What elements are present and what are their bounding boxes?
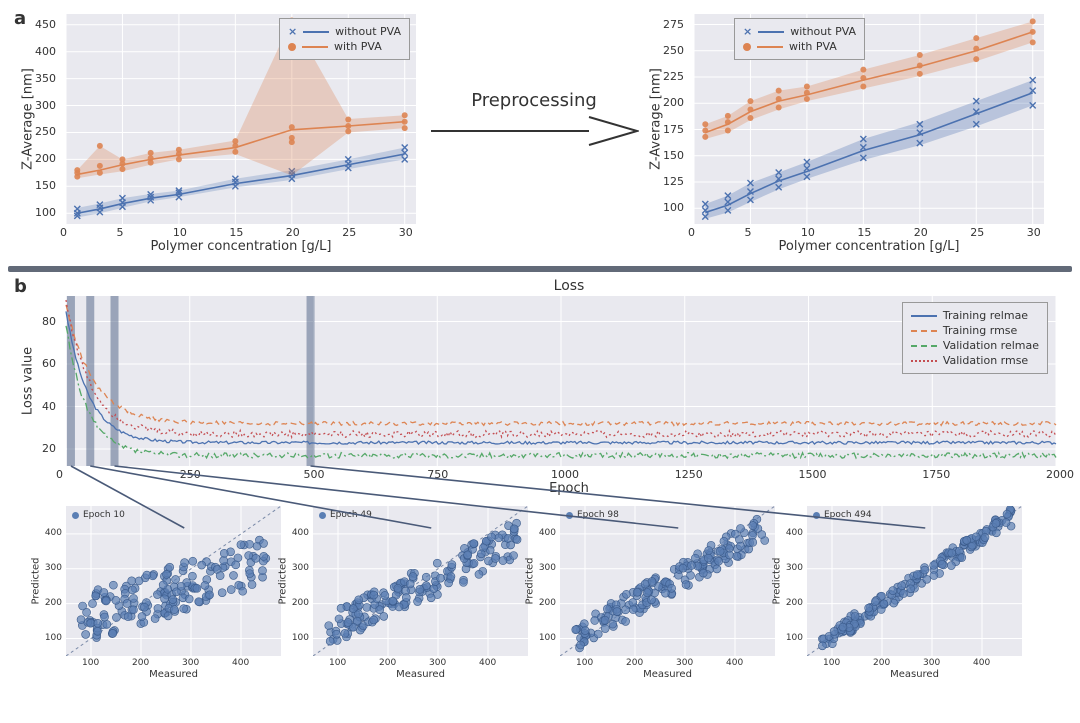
ylabel-a-right: Z-Average [nm] [649,68,664,170]
xlabel-a-right: Polymer concentration [g/L] [779,239,960,254]
arrow-label: Preprocessing [471,90,597,111]
scatter-panel: Epoch 98PredictedMeasured100100200200300… [560,506,775,656]
panel-b-label: b [14,276,27,297]
scatter-epoch-label: Epoch 10 [72,510,125,520]
legend-item: Training rmse [911,324,1039,337]
legend-item: ×without PVA [288,25,401,38]
legend-a-left: ×without PVA with PVA [279,18,410,60]
panel-b: b Loss Training relmae Training rmse Valid… [8,278,1072,656]
loss-title: Loss [66,278,1072,294]
loss-chart: Training relmae Training rmse Validation r… [66,296,1072,466]
scatter-ylabel: Predicted [278,558,289,605]
scatter-ylabel: Predicted [772,558,783,605]
panel-a-row: a ×without PVA with PVA Z-Average [nm] Po… [8,8,1072,258]
legend-item: Validation relmae [911,339,1039,352]
legend-item: ×without PVA [743,25,856,38]
legend-loss: Training relmae Training rmse Validation r… [902,302,1048,374]
ylabel-a-left: Z-Average [nm] [21,68,36,170]
scatter-row: Epoch 10PredictedMeasured100100200200300… [66,506,1072,656]
panel-a-label: a [14,8,26,29]
arrow-icon [429,113,639,149]
ylabel-loss: Loss value [21,347,36,415]
panel-a-right-chart: ×without PVAwith PVA Z-Average [nm] Poly… [694,14,1044,224]
scatter-ylabel: Predicted [525,558,536,605]
xlabel-loss: Epoch [549,481,589,496]
scatter-xlabel: Measured [643,669,692,680]
panel-divider [8,266,1072,272]
panel-a-left-chart: ×without PVAwith PVA Z-Average [nm] Poly… [66,14,416,224]
scatter-epoch-label: Epoch 494 [813,510,872,520]
scatter-epoch-label: Epoch 49 [319,510,372,520]
scatter-panel: Epoch 494PredictedMeasured10010020020030… [807,506,1022,656]
scatter-xlabel: Measured [396,669,445,680]
figure: a ×without PVA with PVA Z-Average [nm] Po… [8,8,1072,656]
scatter-panel: Epoch 10PredictedMeasured100100200200300… [66,506,281,656]
scatter-epoch-label: Epoch 98 [566,510,619,520]
scatter-panel: Epoch 49PredictedMeasured100100200200300… [313,506,528,656]
scatter-ylabel: Predicted [31,558,42,605]
preprocessing-arrow: Preprocessing [424,90,644,149]
legend-item: with PVA [743,40,856,53]
scatter-xlabel: Measured [149,669,198,680]
xlabel-a-left: Polymer concentration [g/L] [151,239,332,254]
legend-item: with PVA [288,40,401,53]
legend-a-right: ×without PVA with PVA [734,18,865,60]
legend-item: Validation rmse [911,354,1039,367]
scatter-xlabel: Measured [890,669,939,680]
legend-item: Training relmae [911,309,1039,322]
